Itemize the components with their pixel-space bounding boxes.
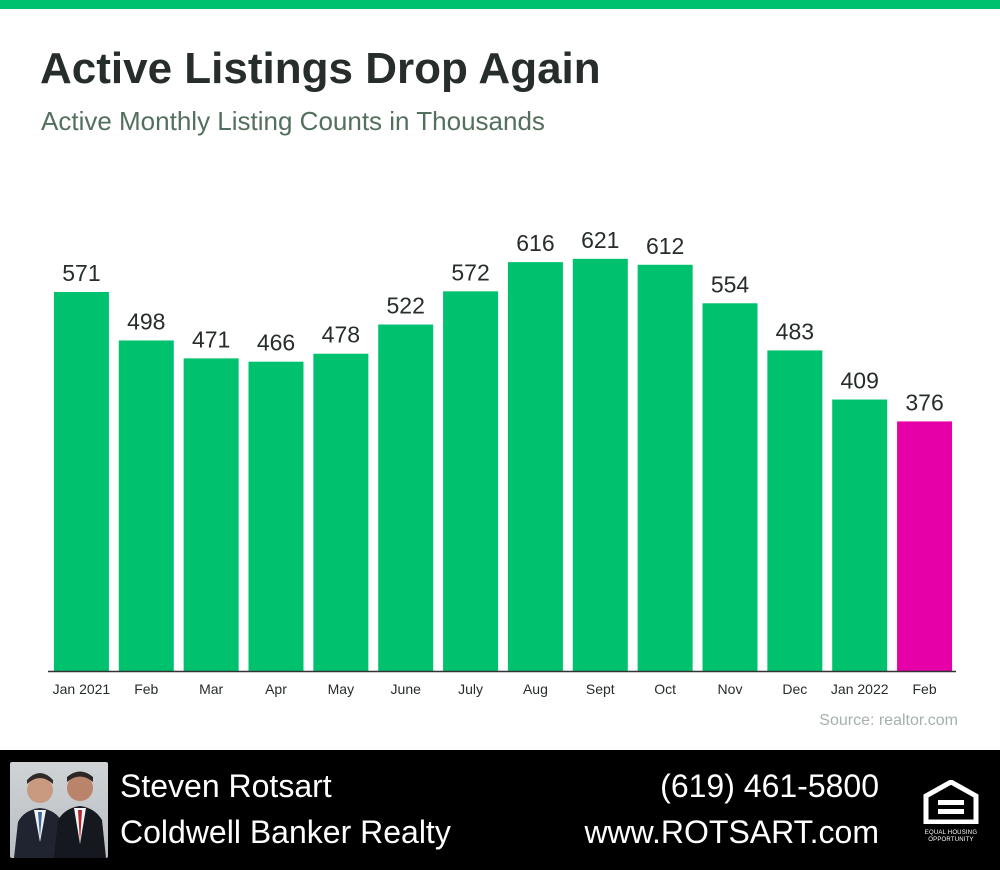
bar-7: [507, 262, 563, 671]
data-label-10: 554: [711, 271, 750, 297]
x-tick-label-11: Dec: [782, 681, 807, 697]
page-subtitle: Active Monthly Listing Counts in Thousan…: [41, 106, 545, 136]
website-link[interactable]: www.ROTSART.com: [584, 814, 879, 850]
bar-13: [897, 421, 953, 671]
x-tick-label-1: Feb: [134, 681, 158, 697]
x-tick-label-5: June: [391, 681, 422, 697]
equal-housing-text-2: OPPORTUNITY: [928, 837, 974, 843]
x-tick-label-3: Apr: [265, 681, 287, 697]
page-title: Active Listings Drop Again: [40, 44, 601, 93]
data-label-13: 376: [905, 389, 943, 415]
bar-1: [118, 340, 174, 671]
footer-bar: Steven Rotsart Coldwell Banker Realty (6…: [0, 750, 1000, 870]
x-tick-label-2: Mar: [199, 681, 223, 697]
equal-housing-icon: EQUAL HOUSING OPPORTUNITY: [920, 779, 982, 843]
source-note: Source: realtor.com: [819, 712, 958, 729]
bar-2: [183, 358, 239, 671]
bar-chart: 571 Jan 2021 498 Feb 471 Mar 466 Apr 478 May 522 Ju…: [48, 227, 956, 697]
equal-housing-text-1: EQUAL HOUSING: [924, 830, 978, 836]
data-label-5: 522: [387, 293, 425, 319]
x-tick-label-12: Jan 2022: [831, 681, 889, 697]
data-label-11: 483: [776, 318, 814, 344]
x-tick-label-8: Sept: [586, 681, 615, 697]
bar-11: [767, 350, 823, 671]
x-tick-label-10: Nov: [718, 681, 743, 697]
x-tick-label-4: May: [328, 681, 354, 697]
x-tick-label-9: Oct: [654, 681, 676, 697]
x-tick-label-0: Jan 2021: [53, 681, 111, 697]
data-label-7: 616: [516, 230, 554, 256]
bar-4: [313, 353, 369, 671]
x-tick-label-7: Aug: [523, 681, 548, 697]
bar-8: [572, 258, 628, 671]
bar-6: [443, 291, 499, 671]
data-label-4: 478: [322, 322, 360, 348]
company-name: Coldwell Banker Realty: [120, 814, 451, 850]
data-label-3: 466: [257, 330, 295, 356]
bar-12: [832, 399, 888, 671]
data-label-12: 409: [841, 368, 879, 394]
agent-name: Steven Rotsart: [120, 768, 332, 804]
data-label-1: 498: [127, 308, 165, 334]
data-label-8: 621: [581, 227, 619, 253]
bar-10: [702, 303, 758, 671]
bar-5: [378, 324, 434, 671]
phone-number[interactable]: (619) 461-5800: [660, 768, 879, 804]
agent-photo: [10, 762, 108, 858]
data-label-0: 571: [62, 260, 100, 286]
data-label-2: 471: [192, 326, 230, 352]
bar-9: [637, 264, 693, 671]
x-tick-label-6: July: [458, 681, 483, 697]
data-label-6: 572: [451, 259, 489, 285]
bar-3: [248, 361, 304, 671]
data-label-9: 612: [646, 233, 684, 259]
x-tick-label-13: Feb: [913, 681, 937, 697]
top-stripe: [0, 0, 1000, 9]
bar-0: [53, 292, 109, 671]
